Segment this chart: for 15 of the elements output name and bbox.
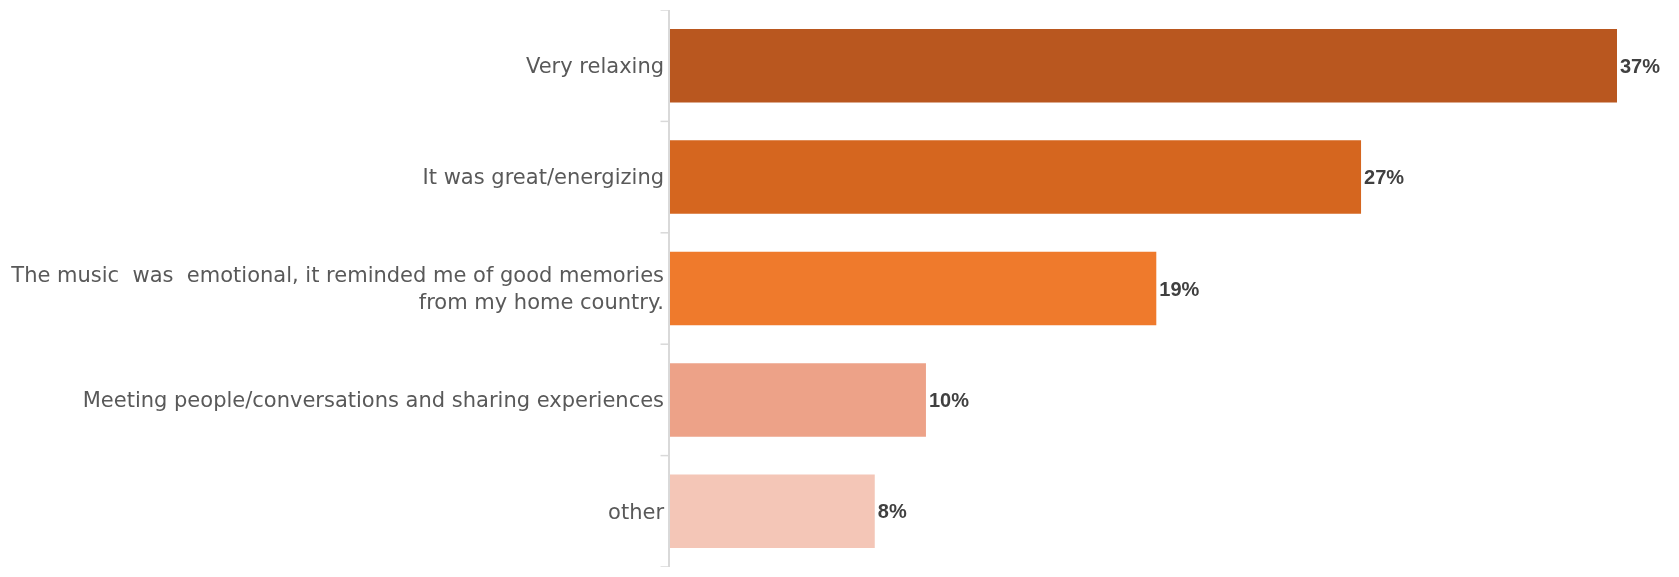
bar <box>670 251 1157 326</box>
y-tick-label: Very relaxing <box>525 54 665 79</box>
bar <box>670 474 875 549</box>
bar <box>670 363 926 437</box>
data-label: 37% <box>1620 54 1661 77</box>
y-tick-label: Meeting people/conversations and sharing experiences <box>82 388 665 413</box>
y-tick-label: It was great/energizing <box>422 165 665 190</box>
bar <box>670 140 1362 214</box>
data-label: 10% <box>928 388 970 411</box>
data-label: 8% <box>877 500 907 523</box>
y-tick-label: other <box>608 499 665 524</box>
data-label: 27% <box>1364 166 1405 189</box>
y-tick-label: The music was emotional, it reminded me of good memories from my home country. <box>10 263 665 315</box>
bar <box>670 28 1617 103</box>
data-label: 19% <box>1159 277 1200 300</box>
